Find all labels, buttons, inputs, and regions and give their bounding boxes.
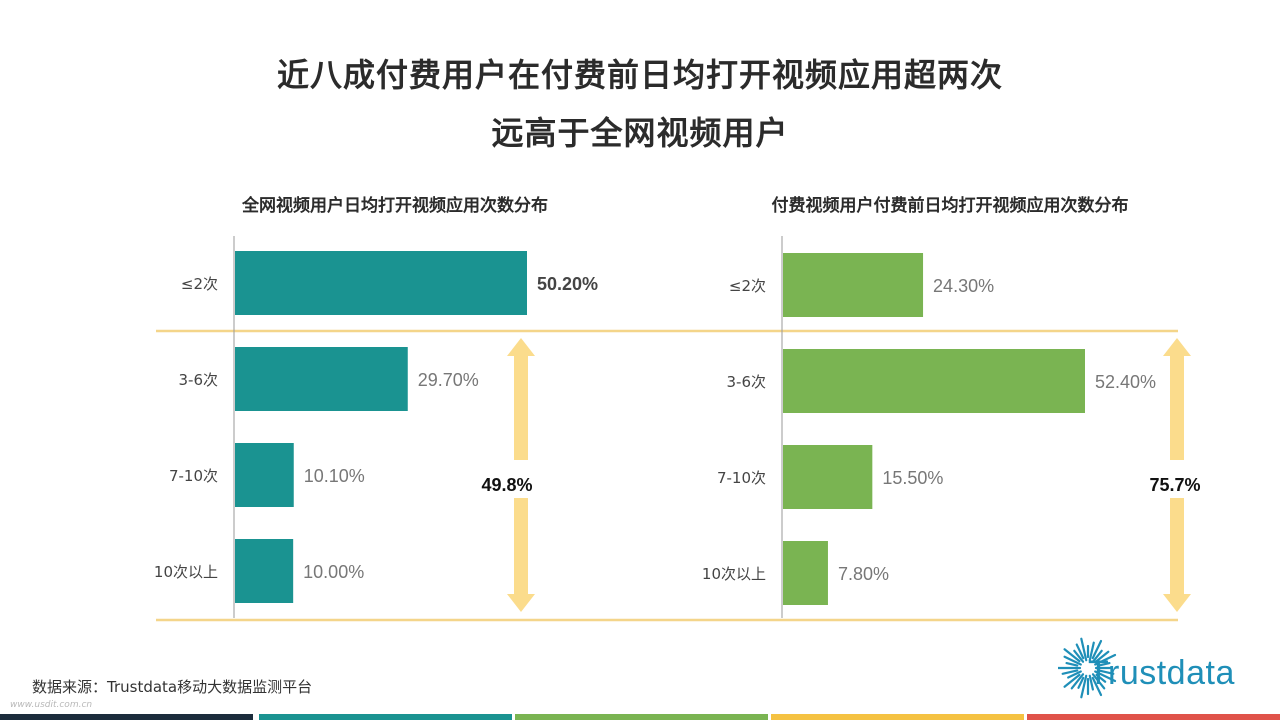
bar-right-3: [783, 445, 873, 509]
bar-right-4: [783, 541, 828, 605]
watermark: www.usdit.com.cn: [10, 700, 93, 710]
page-subtitle: 远高于全网视频用户: [491, 114, 789, 152]
arrow-head-down-left: [507, 594, 535, 612]
logo-ray: [1080, 674, 1088, 699]
value-label-right-1: 24.30%: [933, 276, 994, 296]
logo-ray: [1063, 655, 1082, 666]
arrow-shaft-top-right: [1170, 354, 1184, 460]
logo-ray: [1091, 649, 1103, 663]
logo-text: Trustdata: [1088, 654, 1235, 692]
bar-left-4: [235, 539, 294, 603]
logo-ray: [1088, 674, 1094, 691]
category-label-left-4: 10次以上: [154, 563, 218, 581]
arrow-head-down-right: [1163, 594, 1191, 612]
logo-ray: [1061, 669, 1079, 675]
bar-left-3: [235, 443, 294, 507]
bottom-bar-segment: [771, 714, 1024, 720]
logo-ray: [1063, 648, 1081, 663]
logo-ray: [1095, 673, 1107, 683]
arrow-shaft-bottom-left: [514, 498, 528, 596]
bottom-bar-segment: [1027, 714, 1280, 720]
annotation-right: 75.7%: [1149, 475, 1200, 495]
trustdata-logo-icon: [1058, 637, 1117, 699]
chart-title-right: 付费视频用户付费前日均打开视频应用次数分布: [772, 195, 1129, 216]
logo-ray: [1073, 649, 1085, 663]
arrow-head-up-right: [1163, 338, 1191, 356]
logo-ray: [1094, 653, 1117, 666]
logo-ray: [1063, 673, 1081, 688]
logo-ray: [1080, 637, 1088, 662]
annotation-left: 49.8%: [481, 475, 532, 495]
value-label-right-2: 52.40%: [1095, 372, 1156, 392]
logo-ray: [1091, 639, 1103, 660]
chart-title-left: 全网视频用户日均打开视频应用次数分布: [241, 195, 548, 216]
logo-ray: [1095, 650, 1110, 663]
bottom-bar-segment: [515, 714, 768, 720]
source-note: 数据来源：Trustdata移动大数据监测平台: [32, 678, 313, 696]
value-label-left-2: 29.70%: [418, 370, 479, 390]
bar-left-2: [235, 347, 408, 411]
arrow-shaft-bottom-right: [1170, 498, 1184, 596]
logo-ray: [1097, 669, 1115, 675]
value-label-right-3: 15.50%: [882, 468, 943, 488]
arrow-head-up-left: [507, 338, 535, 356]
value-label-left-1: 50.20%: [537, 274, 598, 294]
logo-ray: [1070, 673, 1085, 690]
category-label-left-1: ≤2次: [181, 275, 218, 293]
bottom-bar-segment: [259, 714, 512, 720]
logo-ray: [1097, 662, 1111, 667]
arrow-shaft-top-left: [514, 354, 528, 460]
value-label-left-4: 10.00%: [303, 562, 364, 582]
logo-ray: [1088, 641, 1095, 662]
bottom-bar-segment: [0, 714, 253, 720]
category-label-right-2: 3-6次: [727, 373, 767, 391]
page-title: 近八成付费用户在付费前日均打开视频应用超两次: [276, 56, 1003, 94]
bar-right-1: [783, 253, 924, 317]
logo-ray: [1067, 670, 1082, 679]
category-label-left-2: 3-6次: [179, 371, 219, 389]
category-label-right-3: 7-10次: [717, 469, 766, 487]
logo-ray: [1091, 676, 1103, 697]
category-label-right-1: ≤2次: [729, 277, 766, 295]
logo-ray: [1077, 676, 1085, 689]
value-label-right-4: 7.80%: [838, 564, 889, 584]
logo-ray: [1094, 670, 1117, 683]
category-label-left-3: 7-10次: [169, 467, 218, 485]
logo-ray: [1091, 673, 1106, 690]
bar-right-2: [783, 349, 1085, 413]
category-label-right-4: 10次以上: [702, 565, 766, 583]
logo-ray: [1075, 643, 1085, 660]
bar-left-1: [235, 251, 527, 315]
value-label-left-3: 10.10%: [304, 466, 365, 486]
logo-ray: [1065, 662, 1079, 667]
